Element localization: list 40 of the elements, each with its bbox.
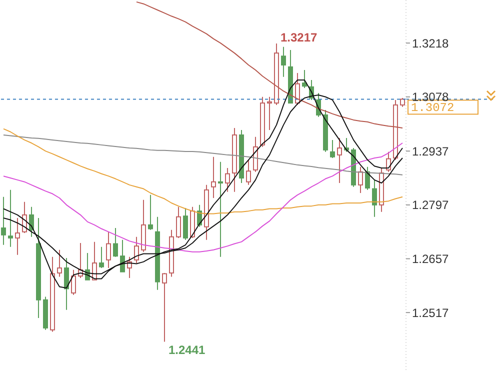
y-tick-label: 1.3218 bbox=[412, 36, 450, 50]
candlestick bbox=[71, 269, 76, 296]
annotation: 1.3217 bbox=[280, 30, 318, 44]
candlestick bbox=[1, 196, 6, 246]
candlestick bbox=[358, 166, 363, 194]
candlestick bbox=[29, 206, 34, 238]
candlestick bbox=[120, 239, 125, 272]
candlestick bbox=[218, 161, 223, 258]
candlestick bbox=[225, 168, 230, 192]
candlestick bbox=[99, 246, 104, 268]
candlestick bbox=[337, 138, 342, 184]
candlestick bbox=[330, 139, 335, 159]
candlestick bbox=[295, 72, 300, 106]
y-tick-label: 1.2657 bbox=[412, 252, 450, 266]
candlestick bbox=[106, 231, 111, 268]
candlestick bbox=[281, 46, 286, 78]
candlestick bbox=[176, 206, 181, 238]
candlestick bbox=[246, 159, 251, 186]
y-tick-label: 1.2517 bbox=[412, 306, 450, 320]
candlestick bbox=[15, 217, 20, 256]
candlestick bbox=[183, 207, 188, 240]
line-series bbox=[3, 142, 403, 252]
candlestick bbox=[162, 272, 167, 342]
candlestick bbox=[134, 236, 139, 264]
line-series bbox=[136, 1, 403, 129]
candlestick bbox=[92, 241, 97, 280]
candlestick bbox=[372, 179, 377, 218]
candlestick bbox=[57, 249, 62, 278]
candlestick bbox=[302, 69, 307, 89]
candlestick bbox=[211, 156, 216, 198]
candlestick bbox=[113, 227, 118, 258]
y-tick-label: 1.2937 bbox=[412, 144, 450, 158]
annotation: 1.2441 bbox=[168, 342, 206, 357]
ref-line-label: 1.3072 bbox=[411, 101, 454, 116]
candlestick bbox=[8, 189, 13, 248]
candlestick bbox=[148, 194, 153, 230]
candlestick bbox=[253, 136, 258, 172]
candlestick bbox=[64, 257, 69, 310]
candlestick bbox=[267, 96, 272, 130]
y-tick-label: 1.2797 bbox=[412, 198, 450, 212]
